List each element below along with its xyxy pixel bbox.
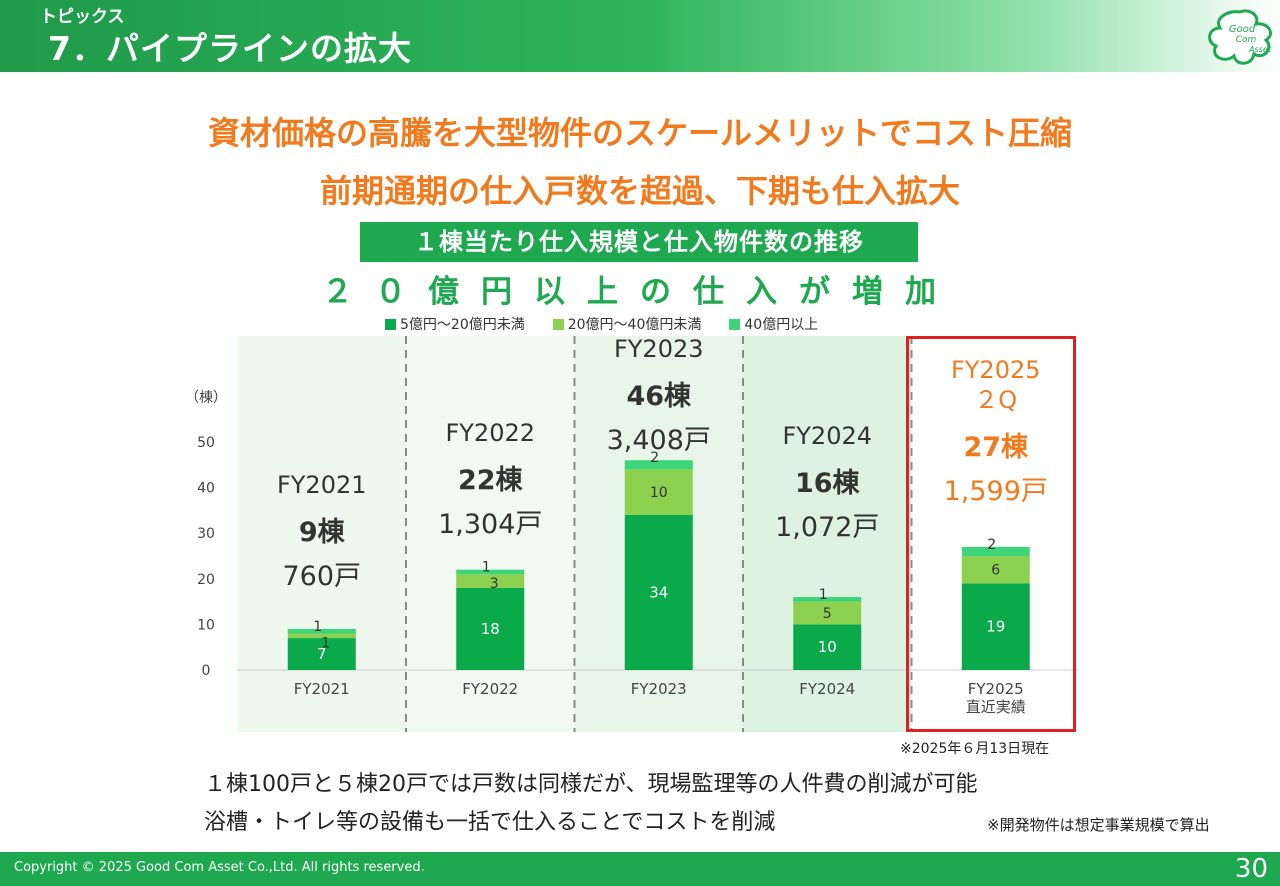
company-logo: Good Com Asset bbox=[1208, 9, 1272, 65]
bar-value-label: 2 bbox=[987, 537, 996, 553]
y-axis-label: （棟） bbox=[185, 390, 227, 406]
annotation-unit-count: 3,408戸 bbox=[607, 425, 711, 456]
bar-segment bbox=[287, 628, 356, 634]
logo-text-good: Good bbox=[1229, 24, 1256, 35]
bar-segment bbox=[456, 574, 525, 588]
legend-swatch bbox=[552, 318, 564, 330]
x-tick-label: FY2025 bbox=[968, 680, 1024, 698]
bar-value-label: 1 bbox=[482, 560, 491, 576]
legend-swatch bbox=[385, 318, 396, 330]
page-number: 30 bbox=[1234, 854, 1268, 884]
bar-segment bbox=[287, 633, 356, 639]
y-tick-label: 10 bbox=[197, 617, 215, 633]
headline-secondary: 前期通期の仕入戸数を超過、下期も仕入拡大 bbox=[319, 172, 960, 210]
header-bar: トピックス 7．パイプラインの拡大 Good Com Asset bbox=[0, 0, 1280, 72]
annotation-fiscal-year: FY2023 bbox=[614, 335, 704, 363]
x-tick-label: 直近実績 bbox=[966, 698, 1026, 716]
bar-value-label: 10 bbox=[650, 485, 668, 501]
annotation-unit-count: 760戸 bbox=[282, 561, 361, 592]
body-text-line-1: １棟100戸と５棟20戸では戸数は同様だが、現場監理等の人件費の削減が可能 bbox=[204, 772, 978, 797]
annotation-unit-count: 1,072戸 bbox=[775, 512, 879, 543]
page-title: 7．パイプラインの拡大 bbox=[48, 29, 412, 68]
annotation-unit-count: 1,304戸 bbox=[438, 509, 542, 540]
legend-label: 20億円～40億円未満 bbox=[567, 317, 702, 333]
bar-segment bbox=[961, 556, 1030, 584]
bar-value-label: 5 bbox=[823, 606, 832, 622]
bar-segment bbox=[287, 638, 356, 670]
legend-item: 5億円～20億円未満 bbox=[385, 314, 525, 334]
footer-bar: Copyright © 2025 Good Com Asset Co.,Ltd.… bbox=[0, 852, 1280, 886]
bar-value-label: 34 bbox=[649, 583, 668, 601]
y-tick-label: 50 bbox=[197, 435, 215, 451]
bar-value-label: 18 bbox=[481, 620, 500, 638]
chart-caption: ２０億円以上の仕入が増加 bbox=[322, 274, 958, 310]
chart-subtitle: １棟当たり仕入規模と仕入物件数の推移 bbox=[360, 222, 918, 262]
chart-legend: 5億円～20億円未満 20億円～40億円未満 40億円以上 bbox=[385, 314, 818, 334]
copyright-text: Copyright © 2025 Good Com Asset Co.,Ltd.… bbox=[14, 860, 425, 875]
x-tick-label: FY2021 bbox=[294, 680, 350, 698]
bar-value-label: 1 bbox=[313, 619, 322, 635]
annotation-fiscal-year: FY2025 bbox=[951, 356, 1041, 384]
annotation-building-count: 46棟 bbox=[626, 381, 692, 412]
bar-segment bbox=[624, 469, 693, 515]
annotation-fiscal-year: FY2021 bbox=[277, 471, 367, 499]
annotation-building-count: 16棟 bbox=[795, 468, 861, 499]
bar-segment bbox=[793, 597, 862, 602]
logo-text-com: Com bbox=[1236, 35, 1257, 45]
x-tick-label: FY2023 bbox=[631, 680, 687, 698]
x-tick-label: FY2024 bbox=[799, 680, 855, 698]
annotation-building-count: 9棟 bbox=[299, 517, 346, 548]
bar-segment bbox=[793, 624, 862, 670]
annotation-fiscal-year: FY2024 bbox=[782, 422, 872, 450]
y-tick-label: 30 bbox=[197, 526, 215, 542]
y-tick-label: 40 bbox=[197, 481, 215, 497]
x-tick-label: FY2022 bbox=[462, 680, 518, 698]
bar-value-label: 10 bbox=[818, 638, 837, 656]
bar-segment bbox=[456, 569, 525, 575]
legend-item: 20億円～40億円未満 bbox=[552, 314, 702, 334]
bar-value-label: 1 bbox=[321, 636, 330, 652]
y-tick-label: 20 bbox=[197, 572, 215, 588]
bar-segment bbox=[456, 587, 525, 670]
annotation-fiscal-year: FY2022 bbox=[445, 419, 535, 447]
annotation-unit-count: 1,599戸 bbox=[944, 476, 1048, 507]
section-label: トピックス bbox=[40, 7, 125, 27]
legend-label: 5億円～20億円未満 bbox=[400, 317, 525, 333]
bar-segment bbox=[624, 514, 693, 670]
bar-segment bbox=[961, 546, 1030, 556]
logo-text-asset: Asset bbox=[1248, 45, 1272, 54]
legend-swatch bbox=[729, 318, 741, 330]
legend-label: 40億円以上 bbox=[744, 317, 819, 333]
bar-value-label: 2 bbox=[650, 450, 659, 466]
bar-value-label: 19 bbox=[986, 618, 1005, 636]
annotation-building-count: 22棟 bbox=[458, 465, 524, 496]
annotation-fiscal-year: ２Q bbox=[974, 386, 1017, 414]
legend-item: 40億円以上 bbox=[729, 314, 818, 334]
annotation-building-count: 27棟 bbox=[963, 432, 1029, 463]
fy2025-highlight-frame bbox=[906, 336, 1076, 732]
bar-segment bbox=[793, 601, 862, 625]
body-text-line-2: 浴槽・トイレ等の設備も一括で仕入ることでコストを削減 bbox=[204, 810, 776, 835]
bar-segment bbox=[624, 460, 693, 470]
bar-segment bbox=[961, 583, 1030, 670]
bar-value-label: 3 bbox=[490, 576, 499, 592]
development-note: ※開発物件は想定事業規模で算出 bbox=[987, 816, 1210, 834]
bar-value-label: 1 bbox=[819, 587, 828, 603]
y-tick-label: 0 bbox=[202, 663, 211, 679]
bar-value-label: 7 bbox=[317, 645, 327, 663]
headline-primary: 資材価格の高騰を大型物件のスケールメリットでコスト圧縮 bbox=[207, 114, 1072, 152]
bar-value-label: 6 bbox=[991, 563, 1000, 579]
as-of-date-note: ※2025年６月13日現在 bbox=[900, 741, 1050, 757]
